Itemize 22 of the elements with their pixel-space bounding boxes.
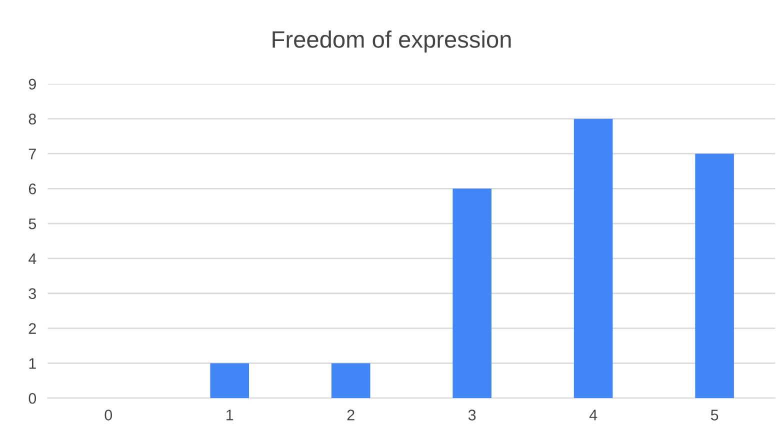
y-tick-label: 8 [28, 114, 36, 124]
x-tick-label: 4 [589, 410, 598, 420]
x-tick-label: 5 [710, 410, 718, 420]
y-tick-label: 9 [28, 78, 36, 90]
x-tick-label: 2 [347, 410, 354, 420]
bar [452, 188, 492, 398]
bar [331, 363, 370, 398]
x-tick-label: 1 [226, 410, 234, 420]
y-tick-label: 3 [28, 288, 36, 300]
y-tick-label: 6 [28, 184, 36, 194]
y-tick-label: 7 [28, 148, 36, 160]
y-tick-label: 2 [28, 323, 36, 334]
bar [574, 118, 613, 398]
bar [210, 363, 250, 398]
y-tick-label: 4 [28, 253, 36, 264]
y-tick-label: 1 [29, 358, 36, 369]
chart-title: Freedom of expression [272, 30, 511, 53]
y-tick-label: 0 [28, 392, 36, 404]
x-tick-label: 3 [468, 410, 476, 420]
y-tick-label: 5 [28, 218, 36, 230]
bar [695, 154, 734, 398]
x-tick-label: 0 [104, 410, 112, 420]
